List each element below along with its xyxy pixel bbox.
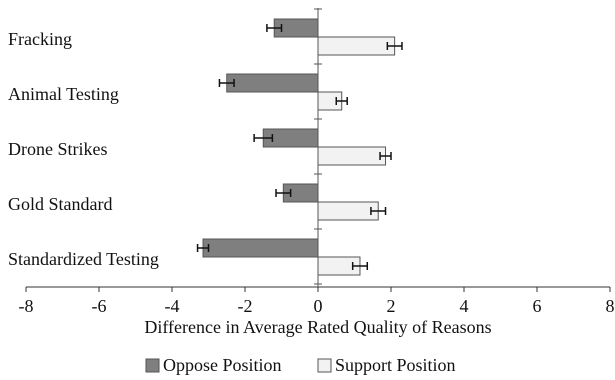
category-label: Fracking [8,29,72,49]
oppose-bar [226,73,319,93]
legend-label: Oppose Position [163,355,282,375]
legend-swatch-oppose [145,358,160,373]
x-tick-label: -6 [92,296,107,316]
legend-label: Support Position [335,355,456,375]
x-tick-label: -4 [165,296,180,316]
support-bar [317,201,379,221]
legend-swatch-support [317,358,332,373]
category-label: Animal Testing [8,84,119,104]
oppose-bar [202,238,319,258]
x-tick-label: 2 [387,296,396,316]
legend: Oppose Position Support Position [145,355,456,375]
support-bar [317,146,387,166]
category-labels: Fracking Animal Testing Drone Strikes Gold … [8,29,159,269]
x-tick-label: -8 [19,296,34,316]
category-label: Standardized Testing [8,249,159,269]
x-tick-label: 4 [460,296,469,316]
category-label: Drone Strikes [8,139,107,159]
support-bar [317,36,396,56]
bars-layer [196,18,403,276]
x-axis-label: Difference in Average Rated Quality of R… [144,317,491,337]
x-tick-label: 8 [606,296,615,316]
x-ticks: -8 -6 -4 -2 0 2 4 6 8 [19,8,615,316]
x-tick-label: 6 [533,296,542,316]
x-tick-label: 0 [314,296,323,316]
category-label: Gold Standard [8,194,112,214]
x-tick-label: -2 [238,296,253,316]
x-axis [26,8,610,288]
